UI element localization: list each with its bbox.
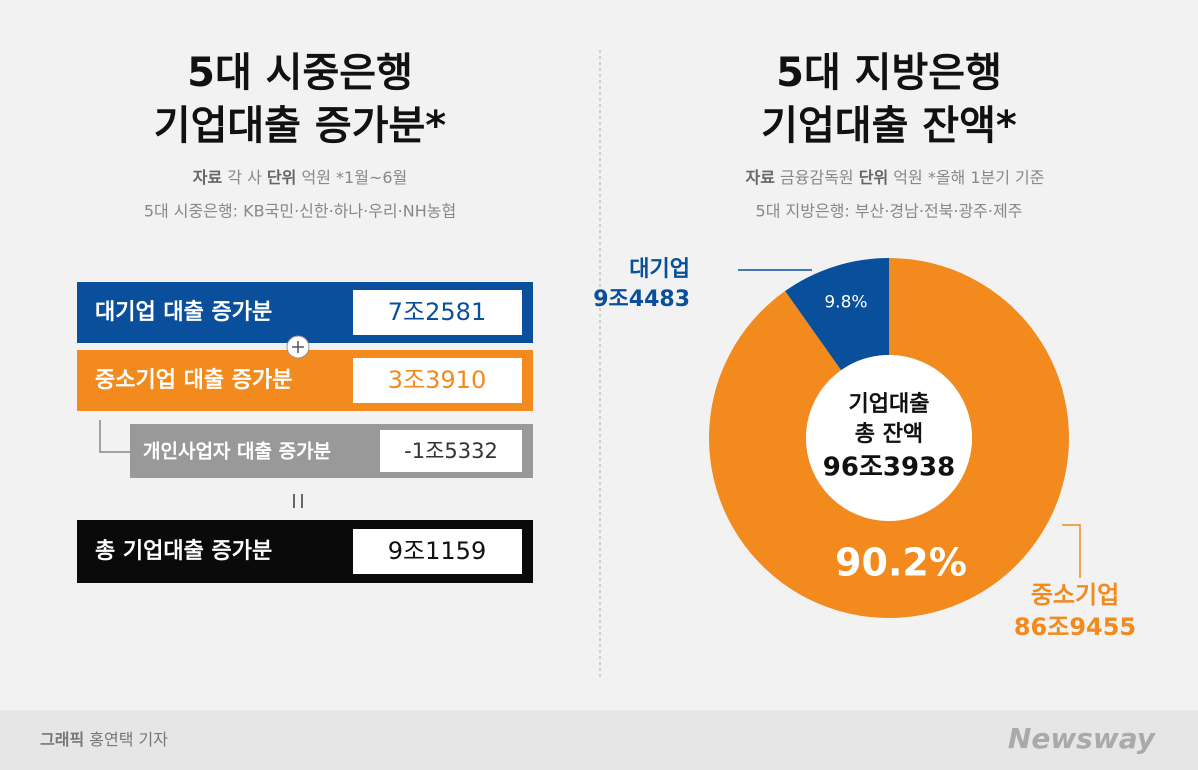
value: 금융감독원 bbox=[780, 168, 854, 187]
right-source: 자료 금융감독원 단위 억원 *올해 1분기 기준 bbox=[745, 168, 1044, 187]
credit-label: 그래픽 bbox=[40, 730, 84, 749]
value-box bbox=[353, 529, 522, 574]
center-label: 기업대출 bbox=[849, 392, 930, 417]
category-label: 대기업 bbox=[629, 257, 690, 282]
row-label: 중소기업 대출 증가분 bbox=[95, 368, 292, 393]
left-banks: 5대 시중은행: KB국민·신한·하나·우리·NH농협 bbox=[144, 202, 456, 221]
row-label: 개인사업자 대출 증가분 bbox=[143, 441, 331, 463]
donut-chart: 9.8% 90.2% bbox=[709, 258, 1069, 619]
right-banks: 5대 지방은행: 부산·경남·전북·광주·제주 bbox=[756, 202, 1023, 221]
left-title: 5대 시중은행 bbox=[187, 50, 413, 96]
percent-label: 90.2% bbox=[835, 541, 967, 585]
plus-sign bbox=[292, 341, 304, 353]
row-label: 대기업 대출 증가분 bbox=[95, 300, 272, 325]
right-title: 기업대출 잔액* bbox=[761, 103, 1017, 149]
amount-label: 86조9455 bbox=[1014, 613, 1136, 641]
row-label: 총 기업대출 증가분 bbox=[95, 539, 272, 564]
label: 단위 bbox=[859, 168, 888, 187]
credit: 그래픽 홍연택 기자 bbox=[40, 730, 168, 749]
row-value: -1조5332 bbox=[404, 439, 498, 463]
left-source: 자료 각 사 단위 억원 *1월~6월 bbox=[193, 168, 407, 187]
donut-hole bbox=[806, 355, 972, 521]
credit-name: 홍연택 기자 bbox=[89, 730, 168, 749]
right-title: 5대 지방은행 bbox=[776, 50, 1002, 96]
percent-label: 9.8% bbox=[824, 293, 867, 313]
note: *1월~6월 bbox=[336, 168, 407, 187]
donut-segment bbox=[709, 258, 1069, 619]
left-title: 기업대출 증가분* bbox=[154, 103, 447, 149]
label: 자료 bbox=[745, 168, 775, 187]
row-value: 7조2581 bbox=[388, 298, 486, 326]
category-label: 중소기업 bbox=[1031, 581, 1119, 609]
donut-segment bbox=[785, 258, 889, 371]
value-box bbox=[353, 358, 522, 403]
equals-sign bbox=[293, 494, 303, 508]
value-box bbox=[380, 430, 522, 472]
value: 억원 bbox=[301, 168, 330, 187]
amount-label: 9조4483 bbox=[593, 287, 690, 312]
center-label: 총 잔액 bbox=[855, 422, 923, 447]
label: 자료 bbox=[193, 168, 223, 187]
row-value: 9조1159 bbox=[388, 537, 486, 565]
label: 단위 bbox=[267, 168, 296, 187]
brand: Newsway bbox=[1008, 722, 1157, 755]
bracket bbox=[99, 420, 130, 453]
note: *올해 1분기 기준 bbox=[928, 168, 1045, 187]
leader-line bbox=[1062, 524, 1081, 578]
row-value: 3조3910 bbox=[388, 366, 486, 394]
value-box bbox=[353, 290, 522, 335]
center-total: 96조3938 bbox=[823, 453, 955, 483]
value: 각 사 bbox=[227, 168, 262, 187]
footer-bar bbox=[0, 710, 1198, 770]
value: 억원 bbox=[893, 168, 922, 187]
